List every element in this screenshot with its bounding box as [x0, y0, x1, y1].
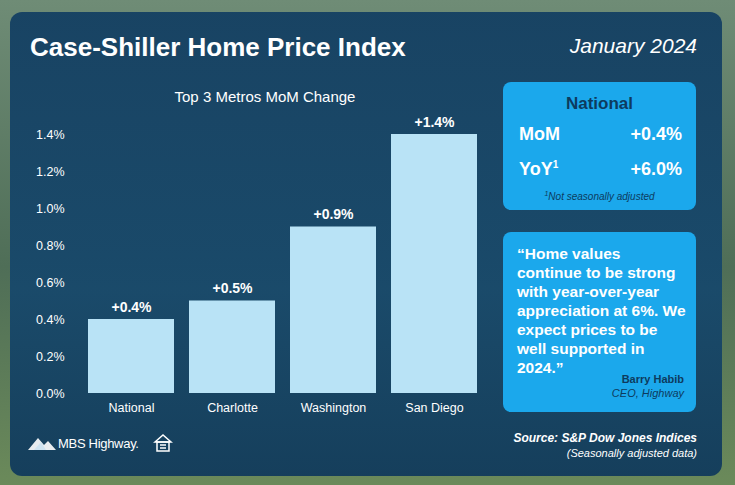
- html-text:CEO, Highway: CEO, Highway: [611, 387, 684, 399]
- html-text:(Seasonally adjusted data): (Seasonally adjusted data): [566, 447, 697, 459]
- svg-text:Washington: Washington: [301, 401, 367, 415]
- svg-text:0.2%: 0.2%: [36, 350, 65, 364]
- svg-text:1.4%: 1.4%: [36, 128, 65, 142]
- svg-text:+0.9%: +0.9%: [313, 206, 354, 222]
- html-text:YoY1: YoY1: [519, 159, 559, 179]
- svg-text:+1.4%: +1.4%: [414, 114, 455, 130]
- svg-text:1.2%: 1.2%: [36, 165, 65, 179]
- svg-text:0.8%: 0.8%: [36, 239, 65, 253]
- html-text:Barry Habib: Barry Habib: [621, 373, 684, 385]
- html-text:MBS Highway.: MBS Highway.: [58, 436, 139, 451]
- html-text:+0.4%: +0.4%: [630, 124, 682, 144]
- svg-text:National: National: [109, 401, 155, 415]
- svg-text:+0.4%: +0.4%: [111, 299, 152, 315]
- svg-text:0.6%: 0.6%: [36, 276, 65, 290]
- svg-text:0.4%: 0.4%: [36, 313, 65, 327]
- html-text:Case-Shiller Home Price Index: Case-Shiller Home Price Index: [30, 32, 406, 62]
- html-text:+6.0%: +6.0%: [630, 159, 682, 179]
- svg-text:0.0%: 0.0%: [36, 387, 65, 401]
- svg-text:Charlotte: Charlotte: [207, 401, 258, 415]
- html-text:National: National: [566, 94, 633, 113]
- svg-text:+0.5%: +0.5%: [212, 280, 253, 296]
- svg-text:San Diego: San Diego: [405, 401, 463, 415]
- html-text:1Not seasonally adjusted: 1Not seasonally adjusted: [544, 190, 655, 203]
- html-text:Top 3 Metros MoM Change: Top 3 Metros MoM Change: [174, 88, 356, 105]
- svg-text:1.0%: 1.0%: [36, 202, 65, 216]
- html-text:January 2024: January 2024: [569, 34, 697, 57]
- html-text:MoM: MoM: [519, 124, 560, 144]
- html-text:“Home values continue to be st: “Home values continue to be strong with …: [517, 245, 686, 376]
- html-text:Source: S&P Dow Jones Indices: Source: S&P Dow Jones Indices: [513, 431, 697, 445]
